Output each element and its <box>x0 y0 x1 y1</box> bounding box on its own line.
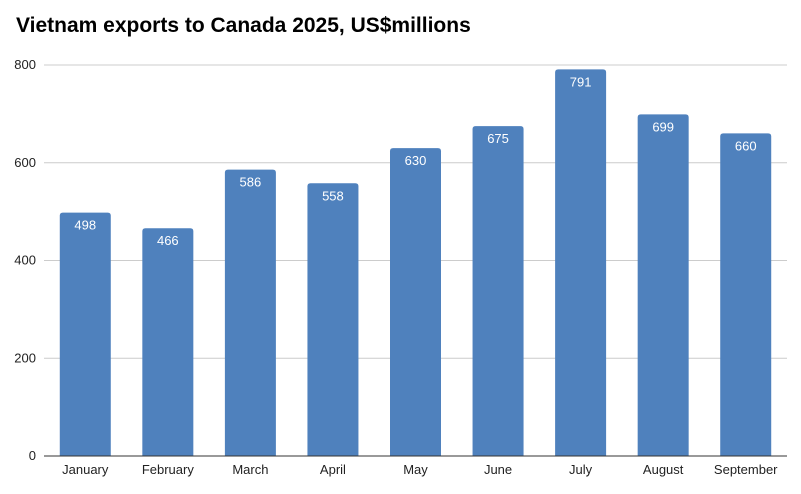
bar-august <box>637 114 689 457</box>
data-label-january: 498 <box>74 218 96 233</box>
data-label-february: 466 <box>157 233 179 248</box>
bar-september <box>720 133 772 457</box>
bar-june <box>472 126 524 456</box>
y-tick-label: 600 <box>14 155 36 170</box>
x-tick-label-june: June <box>484 462 512 477</box>
bar-july <box>555 69 607 457</box>
x-tick-label-august: August <box>643 462 684 477</box>
y-tick-label: 400 <box>14 253 36 268</box>
bar-january <box>59 212 111 456</box>
y-tick-label: 0 <box>29 448 36 463</box>
y-tick-label: 200 <box>14 350 36 365</box>
bar-april <box>307 183 359 456</box>
y-tick-label: 800 <box>14 57 36 72</box>
data-label-july: 791 <box>570 74 592 89</box>
axes: 0 200 400 600 800 January February March April Ma… <box>14 57 787 477</box>
data-label-september: 660 <box>735 138 757 153</box>
bar-march <box>224 169 276 456</box>
data-label-may: 630 <box>405 153 427 168</box>
x-tick-label-january: January <box>62 462 109 477</box>
x-tick-label-march: March <box>232 462 268 477</box>
x-tick-label-september: September <box>714 462 778 477</box>
data-label-april: 558 <box>322 188 344 203</box>
bar-february <box>142 228 194 456</box>
bar-may <box>390 148 441 456</box>
data-label-march: 586 <box>240 175 262 190</box>
x-tick-label-july: July <box>569 462 593 477</box>
bars: 498 466 586 558 630 675 791 699 660 <box>59 69 772 457</box>
x-tick-label-february: February <box>142 462 195 477</box>
x-tick-label-may: May <box>403 462 428 477</box>
data-label-june: 675 <box>487 131 509 146</box>
chart-title: Vietnam exports to Canada 2025, US$milli… <box>16 14 471 37</box>
x-tick-label-april: April <box>320 462 346 477</box>
data-label-august: 699 <box>652 119 674 134</box>
